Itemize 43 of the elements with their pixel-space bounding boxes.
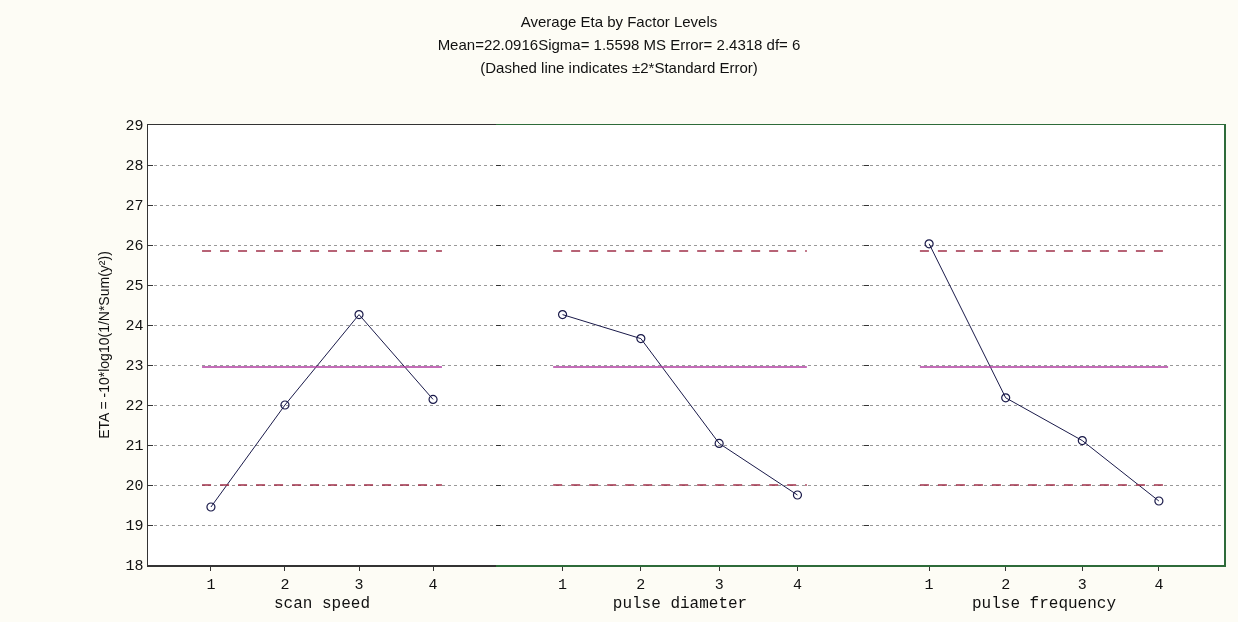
point	[1154, 496, 1164, 506]
point	[557, 310, 568, 320]
x-tick-label: 2	[1001, 576, 1011, 594]
x-tick-label: 1	[924, 576, 934, 594]
y-tick-label: 26	[125, 238, 144, 256]
y-tick-label: 21	[125, 438, 144, 456]
x-tick-label: 4	[428, 576, 438, 594]
y-tick-label: 24	[125, 318, 144, 336]
y-tick-label: 19	[125, 518, 144, 536]
point	[714, 438, 724, 448]
point	[924, 239, 934, 249]
point	[206, 502, 216, 512]
x-tick-label: 4	[1154, 576, 1164, 594]
y-tick-label: 27	[125, 198, 144, 216]
x-axis-title: pulse frequency	[971, 594, 1117, 613]
x-axis-title: pulse diameter	[612, 594, 748, 613]
y-axis-title: ETA = -10*log10(1/N*Sum(y²))	[96, 251, 113, 439]
y-tick-label: 20	[125, 478, 144, 496]
point	[354, 310, 364, 320]
y-tick-label: 25	[125, 278, 144, 296]
text: Average Eta by Factor Levels	[519, 12, 719, 31]
x-tick-label: 1	[206, 576, 216, 594]
x-tick-label: 3	[1077, 576, 1087, 594]
point	[792, 490, 803, 500]
x-axis-title: scan speed	[273, 594, 371, 613]
point	[1001, 393, 1011, 403]
y-tick-label: 29	[125, 118, 144, 136]
text: Mean=22.0916Sigma= 1.5598 MS Error= 2.4318 df= 6	[436, 35, 802, 54]
x-tick-label: 1	[558, 576, 568, 594]
y-tick-label: 18	[125, 558, 144, 576]
point	[280, 400, 290, 410]
text: (Dashed line indicates ±2*Standard Error)	[479, 58, 759, 77]
point	[1077, 436, 1087, 446]
y-tick-label: 22	[125, 398, 144, 416]
point	[636, 334, 646, 344]
x-tick-label: 3	[354, 576, 364, 594]
x-tick-label: 2	[280, 576, 290, 594]
x-tick-label: 3	[714, 576, 724, 594]
x-tick-label: 2	[636, 576, 646, 594]
point	[428, 394, 438, 404]
y-tick-label: 28	[125, 158, 144, 176]
x-tick-label: 4	[792, 576, 802, 594]
y-tick-label: 23	[125, 358, 144, 376]
